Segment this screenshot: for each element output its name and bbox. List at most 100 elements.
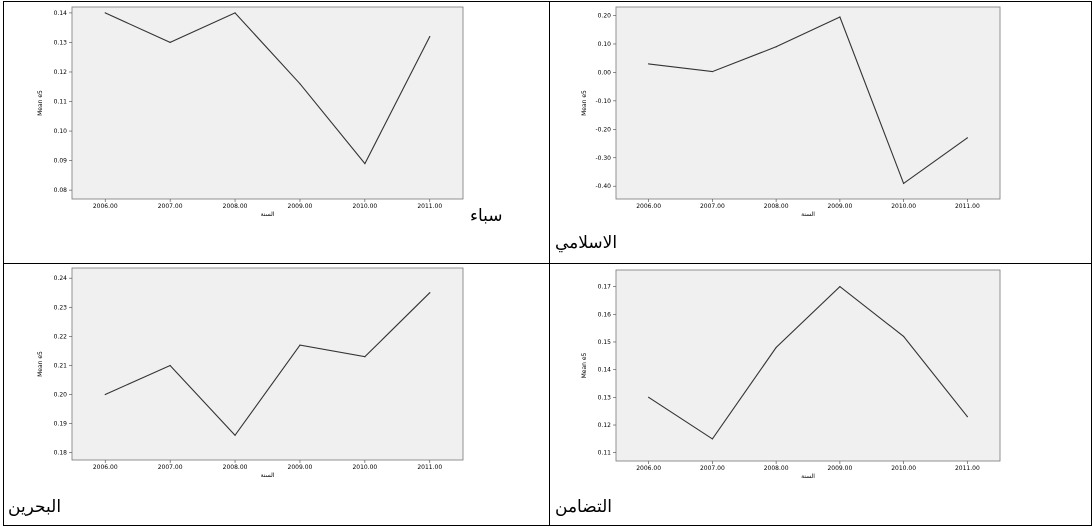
x-tick-label: 2010.00: [891, 465, 916, 472]
data-point: [169, 364, 171, 367]
data-point: [839, 16, 841, 18]
x-tick-label: 2009.00: [288, 203, 313, 210]
x-tick-label: 2008.00: [223, 203, 248, 210]
data-point: [966, 137, 968, 139]
x-tick-label: 2011.00: [417, 203, 442, 210]
y-axis-title: Mean e5: [37, 90, 44, 116]
chart-bahrain: 0.18 0.19 0.20 0.21 0.22 0.23 0.24 2006.00 2007.…: [37, 267, 464, 479]
x-tick-label: 2009.00: [827, 203, 852, 210]
chart-islamic: 0.20 0.10 0.00 -0.10 -0.20 -0.30 -0.40 2006.00 2…: [581, 6, 1001, 218]
series-line: [104, 12, 431, 165]
series-line: [104, 292, 431, 437]
y-tick-label: 0.13: [598, 394, 612, 401]
y-tick-label: -0.20: [595, 126, 611, 133]
x-axis-title: السنة: [801, 473, 815, 480]
x-tick-label: 2011.00: [955, 465, 980, 472]
data-point: [364, 356, 366, 358]
data-point: [364, 162, 366, 165]
plot-area: [615, 269, 1001, 462]
y-tick-label: 0.08: [54, 187, 68, 194]
x-tick-label: 2010.00: [352, 464, 377, 471]
data-point: [903, 182, 905, 184]
x-axis-title: السنة: [261, 211, 275, 218]
x-tick-label: 2008.00: [223, 464, 248, 471]
y-tick-label: 0.10: [54, 128, 68, 135]
x-tick-label: 2007.00: [700, 465, 725, 472]
data-point: [648, 396, 650, 398]
data-point: [429, 35, 431, 38]
data-point: [648, 63, 650, 65]
y-tick-label: 0.10: [598, 41, 612, 48]
y-tick-label: 0.20: [54, 392, 68, 399]
bank-label-bahrain: البحرين: [8, 497, 62, 517]
series-line: [648, 16, 968, 185]
x-tick-label: 2008.00: [764, 203, 789, 210]
y-tick-label: -0.10: [595, 98, 611, 105]
y-tick-label: 0.14: [598, 367, 612, 374]
data-point: [903, 335, 905, 338]
y-tick-label: 0.20: [598, 13, 612, 20]
y-tick-label: 0.15: [598, 339, 612, 346]
x-axis-title: السنة: [801, 211, 815, 218]
data-point: [234, 12, 236, 14]
bank-label-saba: سباء: [470, 206, 503, 226]
data-point: [775, 46, 777, 48]
x-tick-label: 2006.00: [636, 203, 661, 210]
bank-label-tadhamon: التضامن: [555, 497, 613, 517]
data-point: [711, 70, 713, 73]
y-tick-label: 0.17: [598, 284, 612, 291]
y-tick-label: -0.40: [595, 183, 611, 190]
data-point: [839, 286, 841, 288]
y-tick-label: 0.12: [598, 422, 612, 429]
x-tick-label: 2007.00: [158, 203, 183, 210]
x-tick-label: 2010.00: [891, 203, 916, 210]
data-point: [429, 292, 431, 294]
x-tick-label: 2006.00: [93, 203, 118, 210]
plot-area: [615, 6, 1001, 200]
plot-area: [71, 267, 464, 461]
y-axis-title: Mean e5: [581, 90, 588, 116]
x-tick-label: 2010.00: [352, 203, 377, 210]
table-divider-horizontal: [4, 263, 1091, 264]
data-point: [169, 41, 171, 44]
series-line: [648, 285, 968, 440]
x-tick-label: 2007.00: [700, 203, 725, 210]
y-tick-label: 0.16: [598, 311, 612, 318]
x-axis-title: السنة: [261, 472, 275, 479]
y-tick-label: 0.11: [54, 99, 68, 106]
x-tick-label: 2009.00: [288, 464, 313, 471]
plot-area: [71, 6, 464, 200]
y-tick-label: 0.22: [54, 333, 68, 340]
y-tick-label: 0.13: [54, 39, 68, 46]
data-point: [711, 438, 713, 440]
x-tick-label: 2008.00: [764, 465, 789, 472]
y-tick-label: 0.18: [54, 450, 68, 457]
x-tick-label: 2009.00: [827, 465, 852, 472]
y-tick-label: 0.12: [54, 69, 68, 76]
y-axis-title: Mean e5: [37, 351, 44, 377]
x-tick-label: 2011.00: [417, 464, 442, 471]
bank-label-islamic: الاسلامي: [555, 233, 618, 253]
data-point: [299, 344, 301, 346]
y-tick-label: 0.14: [54, 10, 68, 17]
x-tick-label: 2006.00: [93, 464, 118, 471]
data-point: [966, 416, 968, 418]
y-tick-label: 0.23: [54, 304, 68, 311]
x-tick-label: 2007.00: [158, 464, 183, 471]
data-point: [234, 434, 236, 436]
data-point: [104, 393, 106, 396]
y-axis-title: Mean e5: [581, 352, 588, 378]
y-tick-label: 0.00: [598, 69, 612, 76]
y-tick-label: 0.21: [54, 362, 68, 369]
x-tick-label: 2011.00: [955, 203, 980, 210]
y-tick-label: -0.30: [595, 155, 611, 162]
data-point: [104, 12, 106, 14]
y-tick-label: 0.19: [54, 421, 68, 428]
data-point: [299, 83, 301, 85]
chart-saba: 0.08 0.09 0.10 0.11 0.12 0.13 0.14 2006.00 2007.…: [37, 6, 464, 218]
y-tick-label: 0.09: [54, 158, 68, 165]
y-tick-label: 0.11: [598, 450, 612, 457]
y-tick-label: 0.24: [54, 275, 68, 282]
x-tick-label: 2006.00: [636, 465, 661, 472]
